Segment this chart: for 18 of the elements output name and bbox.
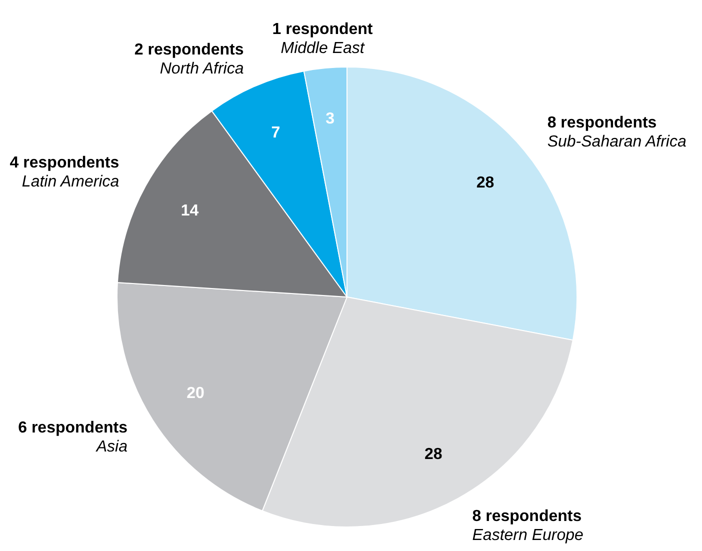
data-label: 28 [476,174,494,192]
data-label: 20 [186,385,205,402]
slice-label: Sub-Saharan Africa [547,133,686,150]
data-label: 28 [424,446,442,464]
slice-label: Middle East [280,40,365,58]
text: 8 respondents [472,508,582,525]
data-label: 7 [271,124,280,142]
data-label: 3 [326,110,335,128]
slice-label: Asia [95,438,128,456]
text: 6 respondents [18,419,128,436]
slice-label: North Africa [160,60,244,78]
text: 8 respondents [547,114,657,132]
text: 1 respondent [272,21,374,38]
text: 2 respondents [134,41,244,58]
slice-label: Eastern Europe [472,526,584,544]
data-label: 14 [180,202,199,220]
slice-label: Latin America [22,174,120,191]
text: 4 respondents [10,154,120,172]
